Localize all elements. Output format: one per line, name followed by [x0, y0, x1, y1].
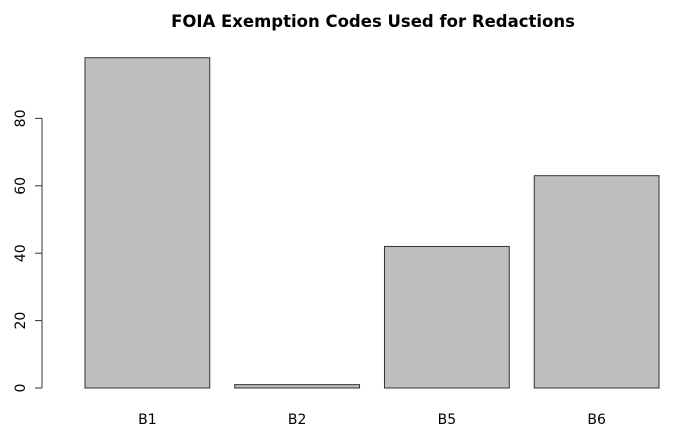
x-tick-label: B2: [288, 412, 307, 428]
bar-b6: [533, 175, 660, 389]
bar-b1: [84, 57, 211, 389]
y-tick-label: 60: [13, 177, 29, 195]
bar-b5: [383, 245, 510, 389]
y-tick-label: 20: [13, 312, 29, 330]
y-tick-label: 80: [13, 109, 29, 127]
y-tick-label: 40: [13, 244, 29, 262]
bars-group: [84, 57, 660, 389]
y-tick-label: 0: [13, 384, 29, 393]
chart-title: FOIA Exemption Codes Used for Redactions: [171, 12, 575, 31]
x-tick-label: B1: [138, 412, 157, 428]
bar-b2: [234, 384, 361, 389]
x-axis-labels: B1 B2 B5 B6: [138, 412, 606, 428]
x-tick-label: B6: [587, 412, 606, 428]
x-tick-label: B5: [438, 412, 457, 428]
y-axis: 0 20 40 60 80: [13, 109, 43, 393]
